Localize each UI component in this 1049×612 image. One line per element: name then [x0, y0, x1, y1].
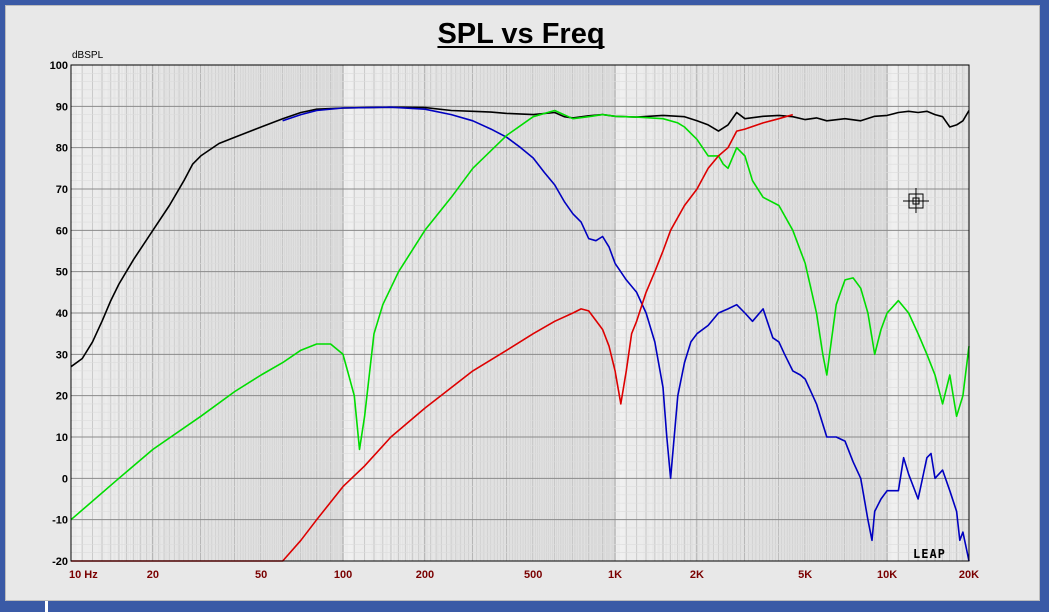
x-tick-label: 500 [524, 569, 542, 581]
x-tick-labels: 10 Hz 20 50 100 200 500 1K 2K 5K 10K 20K [69, 569, 979, 581]
y-axis-label: dBSPL [72, 50, 104, 61]
grid-lines [70, 64, 970, 562]
y-tick-label: 50 [56, 267, 68, 279]
x-tick-label: 200 [416, 569, 434, 581]
y-tick-label: 10 [56, 432, 68, 444]
leap-logo: LEAP [913, 547, 946, 561]
chart-title: SPL vs Freq [437, 18, 604, 50]
x-tick-label: 5K [798, 569, 812, 581]
series-line-2 [282, 106, 970, 562]
y-tick-label: 80 [56, 143, 68, 155]
x-tick-label: 10K [877, 569, 897, 581]
x-tick-label: 10 Hz [69, 569, 98, 581]
y-tick-label: 60 [56, 225, 68, 237]
plot-border [70, 64, 970, 562]
x-tick-label: 2K [690, 569, 704, 581]
y-tick-label: 90 [56, 101, 68, 113]
window-bottom-marker [45, 601, 48, 612]
y-tick-label: -10 [52, 515, 68, 527]
y-tick-label: 30 [56, 349, 68, 361]
crosshair-cursor-icon[interactable] [903, 188, 929, 213]
x-tick-label: 20K [959, 569, 979, 581]
x-tick-label: 50 [255, 569, 267, 581]
y-tick-label: 100 [50, 60, 68, 72]
y-tick-label: -20 [52, 556, 68, 568]
window-bottom-strip [5, 601, 1038, 612]
y-tick-label: 40 [56, 308, 68, 320]
y-tick-label: 20 [56, 391, 68, 403]
series-line-4 [71, 113, 794, 562]
series-line-3 [70, 109, 970, 521]
x-tick-label: 20 [147, 569, 159, 581]
x-tick-label: 1K [608, 569, 622, 581]
x-tick-label: 100 [334, 569, 352, 581]
y-tick-label: 70 [56, 184, 68, 196]
y-tick-label: 0 [62, 473, 68, 485]
series-layer [70, 106, 970, 562]
